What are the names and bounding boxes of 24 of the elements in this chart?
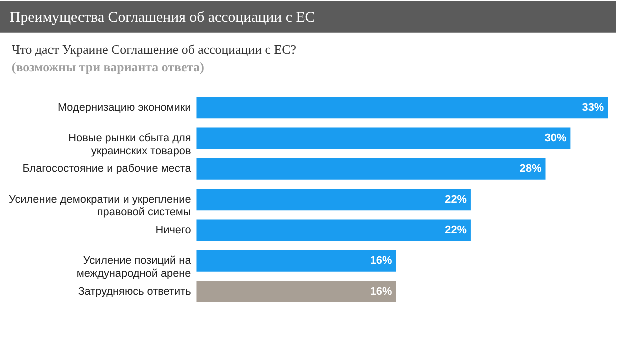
data-label: 33% — [582, 102, 604, 114]
bar — [196, 128, 571, 150]
data-label: 16% — [370, 286, 392, 298]
chart-title: Преимущества Соглашения об ассоциации с ЕС — [10, 10, 316, 26]
bar — [196, 97, 608, 119]
data-label: 22% — [445, 194, 468, 206]
y-tick-label: Ничего — [156, 224, 192, 236]
text: (возможны три варианта ответа) — [12, 60, 204, 75]
y-tick-label: Благосостояние и рабочие места — [22, 163, 192, 176]
bar — [196, 220, 471, 242]
bar — [196, 189, 471, 211]
y-tick-label: Модернизацию экономики — [58, 102, 192, 114]
y-tick-label: Усиление демократии и укрепление правовой системы — [9, 194, 192, 219]
y-tick-label: Затрудняюсь ответить — [78, 286, 192, 298]
data-label: 28% — [520, 163, 542, 176]
bar — [196, 250, 396, 272]
bar — [196, 158, 546, 180]
data-label: 30% — [544, 132, 567, 144]
data-label: 22% — [445, 224, 468, 236]
y-tick-label: Усиление позиций на международной арене — [76, 255, 192, 280]
bar — [196, 281, 396, 303]
y-tick-label: Новые рынки сбыта для украинских товаров — [68, 132, 192, 158]
chart-subtitle: Что даст Украине Соглашение об ассоциации с ЕС? — [12, 42, 297, 57]
data-label: 16% — [370, 255, 392, 268]
